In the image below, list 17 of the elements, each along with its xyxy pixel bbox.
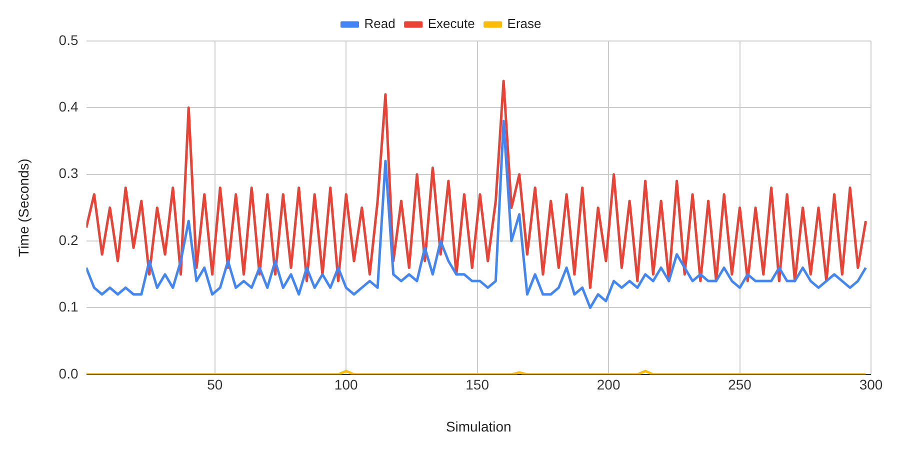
x-tick-label: 100 xyxy=(334,376,358,393)
x-tick-label: 250 xyxy=(728,376,752,393)
y-axis-title: Time (Seconds) xyxy=(15,158,32,257)
y-tick-label: 0.0 xyxy=(58,365,78,382)
x-tick-label: 300 xyxy=(859,376,883,393)
legend-label: Execute xyxy=(428,16,475,32)
x-axis-title: Simulation xyxy=(446,418,512,434)
x-tick-label: 200 xyxy=(596,376,620,393)
y-tick-label: 0.5 xyxy=(58,32,78,48)
legend-label: Read xyxy=(364,16,396,32)
y-tick-label: 0.1 xyxy=(58,298,78,315)
y-tick-label: 0.3 xyxy=(58,165,78,182)
legend-label: Erase xyxy=(507,16,542,32)
x-tick-label: 150 xyxy=(466,376,490,393)
y-tick-label: 0.2 xyxy=(58,232,78,248)
x-tick-label: 50 xyxy=(207,376,223,393)
y-tick-label: 0.4 xyxy=(58,98,78,115)
